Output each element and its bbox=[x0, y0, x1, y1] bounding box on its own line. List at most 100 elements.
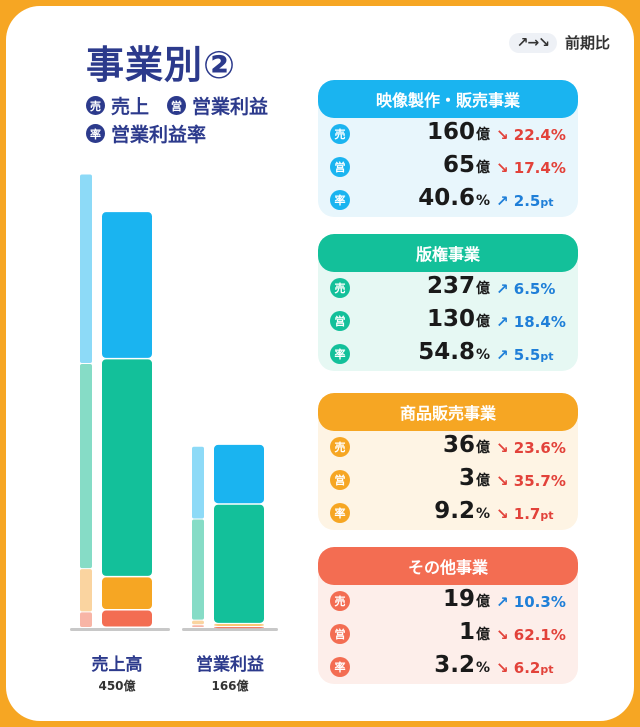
segment-title: 版権事業 bbox=[318, 234, 578, 272]
row-value-number: 237 bbox=[426, 273, 475, 299]
row-value: 3億 bbox=[459, 465, 490, 491]
x-label-op-total: 166億 bbox=[211, 679, 249, 693]
row-value-number: 19 bbox=[442, 586, 475, 612]
bar-1-3 bbox=[214, 627, 264, 629]
baseline-0 bbox=[70, 628, 170, 631]
page-title: 事業別② bbox=[86, 43, 237, 87]
row-value-unit: % bbox=[475, 660, 490, 676]
row-change: ↗ 10.3% bbox=[496, 593, 566, 611]
legend-sales-label: 売上 bbox=[111, 96, 150, 118]
prev-bar-1-0 bbox=[192, 446, 204, 519]
row-value-unit: 億 bbox=[476, 440, 490, 456]
row-value: 19億 bbox=[443, 586, 490, 612]
segment-row: 率 40.6% ↗ 2.5pt bbox=[318, 184, 578, 217]
segment-row: 売 160億 ↘ 22.4% bbox=[318, 118, 578, 151]
legend-rate-label: 営業利益率 bbox=[111, 124, 207, 146]
row-change: ↗ 2.5pt bbox=[496, 192, 554, 210]
segment-panel-2: 商品販売事業売 36億 ↘ 23.6% 営 3億 ↘ 35.7% 率 9.2% ↘ 1.7pt bbox=[318, 393, 578, 530]
row-value-number: 3 bbox=[458, 465, 475, 491]
prev-bar-1-1 bbox=[192, 519, 204, 620]
row-change-number: 1.7 bbox=[513, 505, 541, 523]
legend-row-1: 売 売上 営 営業利益 bbox=[86, 92, 268, 119]
row-change-unit: % bbox=[550, 593, 566, 611]
row-change: ↗ 5.5pt bbox=[496, 346, 554, 364]
segment-panel-0: 映像製作・販売事業売 160億 ↘ 22.4% 営 65億 ↘ 17.4% 率 40.6% ↗ … bbox=[318, 80, 578, 217]
row-value-unit: 億 bbox=[476, 160, 490, 176]
row-value: 130億 bbox=[427, 306, 490, 332]
prev-bar-1-2 bbox=[192, 620, 204, 625]
row-value-number: 65 bbox=[442, 152, 475, 178]
row-value-number: 160 bbox=[426, 119, 475, 145]
bar-1-0 bbox=[214, 444, 264, 504]
row-badge: 率 bbox=[330, 190, 350, 210]
row-change: ↘ 6.2pt bbox=[496, 659, 554, 677]
segment-row: 率 3.2% ↘ 6.2pt bbox=[318, 651, 578, 684]
segment-row: 率 9.2% ↘ 1.7pt bbox=[318, 497, 578, 530]
row-value-number: 130 bbox=[426, 306, 475, 332]
legend-row-2: 率 営業利益率 bbox=[86, 120, 206, 147]
row-change-number: 2.5 bbox=[513, 192, 541, 210]
row-change-unit: % bbox=[550, 472, 566, 490]
row-value: 54.8% bbox=[418, 339, 490, 365]
legend-rate-mark: 率 bbox=[86, 124, 105, 143]
prev-bar-0-1 bbox=[80, 363, 92, 569]
segment-row: 率 54.8% ↗ 5.5pt bbox=[318, 338, 578, 371]
row-badge: 営 bbox=[330, 624, 350, 644]
row-value: 65億 bbox=[443, 152, 490, 178]
row-change-unit: % bbox=[550, 159, 566, 177]
bar-0-2 bbox=[102, 577, 152, 610]
row-value-unit: % bbox=[475, 506, 490, 522]
row-value-unit: 億 bbox=[476, 127, 490, 143]
row-value: 36億 bbox=[443, 432, 490, 458]
row-change-number: 17.4 bbox=[513, 159, 551, 177]
x-label-sales-total: 450億 bbox=[98, 679, 136, 693]
row-change-unit: pt bbox=[540, 196, 554, 209]
row-value-unit: 億 bbox=[476, 281, 490, 297]
row-value-number: 54.8 bbox=[418, 339, 475, 365]
prev-bar-0-3 bbox=[80, 612, 92, 627]
row-change-number: 62.1 bbox=[513, 626, 551, 644]
segment-title: その他事業 bbox=[318, 547, 578, 585]
row-change-unit: pt bbox=[540, 350, 554, 363]
row-value: 40.6% bbox=[418, 185, 490, 211]
row-badge: 率 bbox=[330, 344, 350, 364]
prev-bar-0-0 bbox=[80, 174, 92, 363]
row-change-unit: % bbox=[540, 280, 556, 298]
row-change-number: 10.3 bbox=[513, 593, 551, 611]
row-value-number: 3.2 bbox=[434, 652, 475, 678]
row-value-unit: 億 bbox=[476, 594, 490, 610]
arrow-down-icon: ↘ bbox=[496, 159, 514, 177]
row-change-number: 18.4 bbox=[513, 313, 551, 331]
row-badge: 営 bbox=[330, 311, 350, 331]
arrow-up-icon: ↗ bbox=[496, 192, 514, 210]
baseline-1 bbox=[182, 628, 278, 631]
row-value: 1億 bbox=[459, 619, 490, 645]
segment-row: 営 130億 ↗ 18.4% bbox=[318, 305, 578, 338]
bar-0-0 bbox=[102, 212, 152, 358]
row-value-unit: % bbox=[475, 193, 490, 209]
row-value-number: 36 bbox=[442, 432, 475, 458]
arrow-down-icon: ↘ bbox=[496, 439, 514, 457]
row-change: ↘ 23.6% bbox=[496, 439, 566, 457]
stacked-bar-chart bbox=[70, 174, 278, 631]
row-change-unit: % bbox=[550, 313, 566, 331]
row-value-number: 9.2 bbox=[434, 498, 475, 524]
row-badge: 売 bbox=[330, 124, 350, 144]
segment-row: 営 1億 ↘ 62.1% bbox=[318, 618, 578, 651]
row-change-number: 23.6 bbox=[513, 439, 551, 457]
segment-title: 商品販売事業 bbox=[318, 393, 578, 431]
row-badge: 売 bbox=[330, 437, 350, 457]
row-value-number: 40.6 bbox=[418, 185, 475, 211]
prev-bar-1-3 bbox=[192, 625, 204, 627]
row-change-unit: % bbox=[550, 126, 566, 144]
arrow-down-icon: ↘ bbox=[496, 659, 514, 677]
row-change: ↗ 6.5% bbox=[496, 280, 555, 298]
segment-title: 映像製作・販売事業 bbox=[318, 80, 578, 118]
segment-row: 営 3億 ↘ 35.7% bbox=[318, 464, 578, 497]
row-badge: 売 bbox=[330, 278, 350, 298]
row-value-unit: 億 bbox=[476, 627, 490, 643]
arrow-up-icon: ↗ bbox=[496, 593, 514, 611]
row-change: ↘ 62.1% bbox=[496, 626, 566, 644]
row-change-number: 22.4 bbox=[513, 126, 551, 144]
row-change: ↘ 35.7% bbox=[496, 472, 566, 490]
